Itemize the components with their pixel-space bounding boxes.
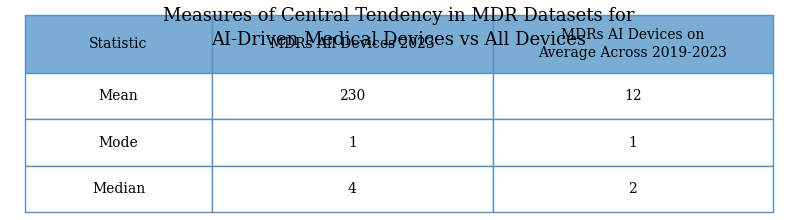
Bar xyxy=(212,15,492,73)
Bar xyxy=(492,73,773,119)
Text: 4: 4 xyxy=(348,182,357,196)
Bar xyxy=(212,166,492,212)
Bar xyxy=(25,73,212,119)
Text: MDRs All Devices 2023: MDRs All Devices 2023 xyxy=(270,37,435,51)
Bar xyxy=(212,73,492,119)
Text: Mode: Mode xyxy=(99,136,138,150)
Bar xyxy=(492,166,773,212)
Bar xyxy=(492,15,773,73)
Text: Mean: Mean xyxy=(99,89,138,103)
Text: Statistic: Statistic xyxy=(89,37,148,51)
Text: Median: Median xyxy=(92,182,145,196)
Text: 1: 1 xyxy=(348,136,357,150)
Text: 2: 2 xyxy=(628,182,637,196)
Text: 12: 12 xyxy=(624,89,642,103)
Bar xyxy=(25,15,212,73)
Text: 230: 230 xyxy=(339,89,365,103)
Bar xyxy=(25,119,212,166)
Bar xyxy=(25,166,212,212)
Bar xyxy=(212,119,492,166)
Text: MDRs AI Devices on
Average Across 2019-2023: MDRs AI Devices on Average Across 2019-2… xyxy=(539,28,727,60)
Text: Measures of Central Tendency in MDR Datasets for
AI-Driven Medical Devices vs Al: Measures of Central Tendency in MDR Data… xyxy=(164,7,634,49)
Text: 1: 1 xyxy=(628,136,637,150)
Bar xyxy=(492,119,773,166)
